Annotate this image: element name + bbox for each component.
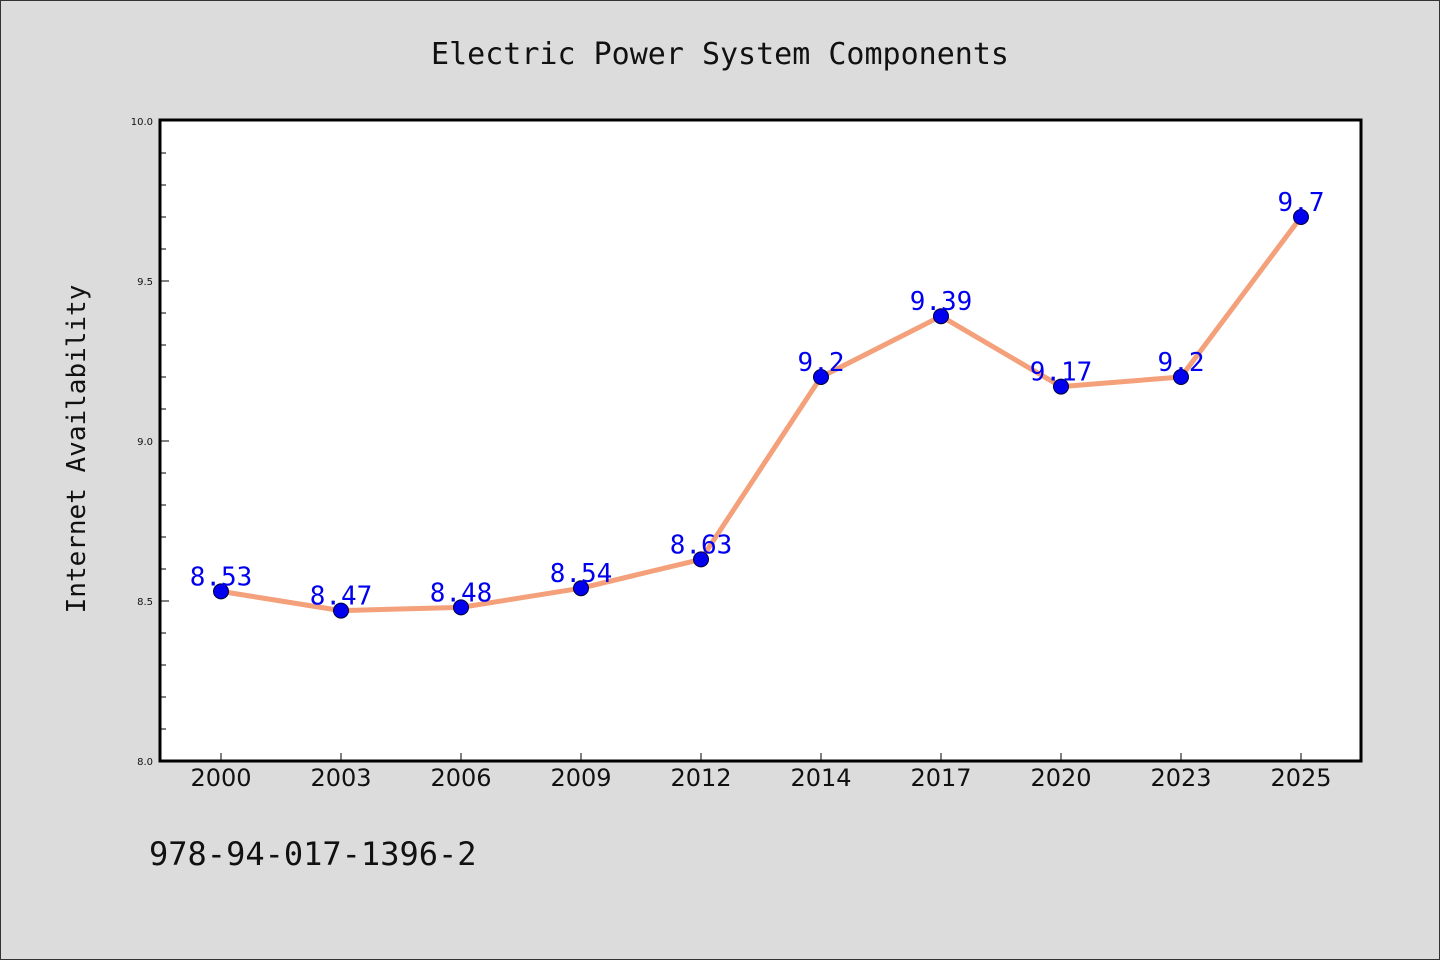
data-label: 9.2 <box>1158 348 1205 378</box>
x-tick-label: 2025 <box>1270 764 1331 792</box>
x-tick-label: 2006 <box>430 764 491 792</box>
data-point <box>1173 369 1189 385</box>
y-tick-label: 8.0 <box>137 757 153 768</box>
data-label: 9.7 <box>1278 188 1325 218</box>
data-point <box>1293 209 1309 225</box>
y-tick-label: 10.0 <box>131 117 153 128</box>
x-tick-label: 2003 <box>310 764 371 792</box>
plot-area <box>158 118 1363 763</box>
data-point <box>813 369 829 385</box>
x-tick-label: 2012 <box>670 764 731 792</box>
series-line <box>218 214 1304 614</box>
footer-code: 978-94-017-1396-2 <box>149 835 477 873</box>
y-axis-ticks: 8.0 8.5 9.0 9.5 10.0 <box>131 117 169 768</box>
x-tick-label: 2017 <box>910 764 971 792</box>
x-tick-label: 2014 <box>790 764 851 792</box>
data-label: 9.39 <box>910 287 973 317</box>
y-axis-label: Internet Availability <box>62 285 92 614</box>
y-tick-label: 8.5 <box>137 597 153 608</box>
data-label: 8.48 <box>430 578 493 608</box>
series-layer: 8.53 8.47 8.48 8.54 8.63 9.2 9.39 9.17 9.2 9.7 <box>190 188 1325 619</box>
y-tick-label: 9.0 <box>137 437 153 448</box>
data-label: 8.54 <box>550 559 613 589</box>
x-tick-label: 2000 <box>190 764 251 792</box>
data-label: 9.17 <box>1030 358 1093 388</box>
data-label: 9.2 <box>798 348 845 378</box>
data-label: 8.63 <box>670 530 733 560</box>
x-tick-label: 2023 <box>1150 764 1211 792</box>
data-point <box>1053 378 1069 395</box>
data-label: 8.53 <box>190 562 253 592</box>
x-tick-label: 2020 <box>1030 764 1091 792</box>
data-label: 8.47 <box>310 582 373 612</box>
x-tick-label: 2009 <box>550 764 611 792</box>
x-axis-ticks: 2000 2003 2006 2009 2012 2014 2017 2020 2023 2025 <box>190 753 1332 792</box>
data-point <box>453 599 469 616</box>
data-point <box>933 308 949 325</box>
data-point <box>333 602 349 619</box>
data-point <box>573 580 589 597</box>
y-tick-label: 9.5 <box>137 277 153 288</box>
data-point <box>213 583 229 600</box>
data-point <box>693 551 709 568</box>
chart-title: Electric Power System Components <box>431 37 1009 72</box>
